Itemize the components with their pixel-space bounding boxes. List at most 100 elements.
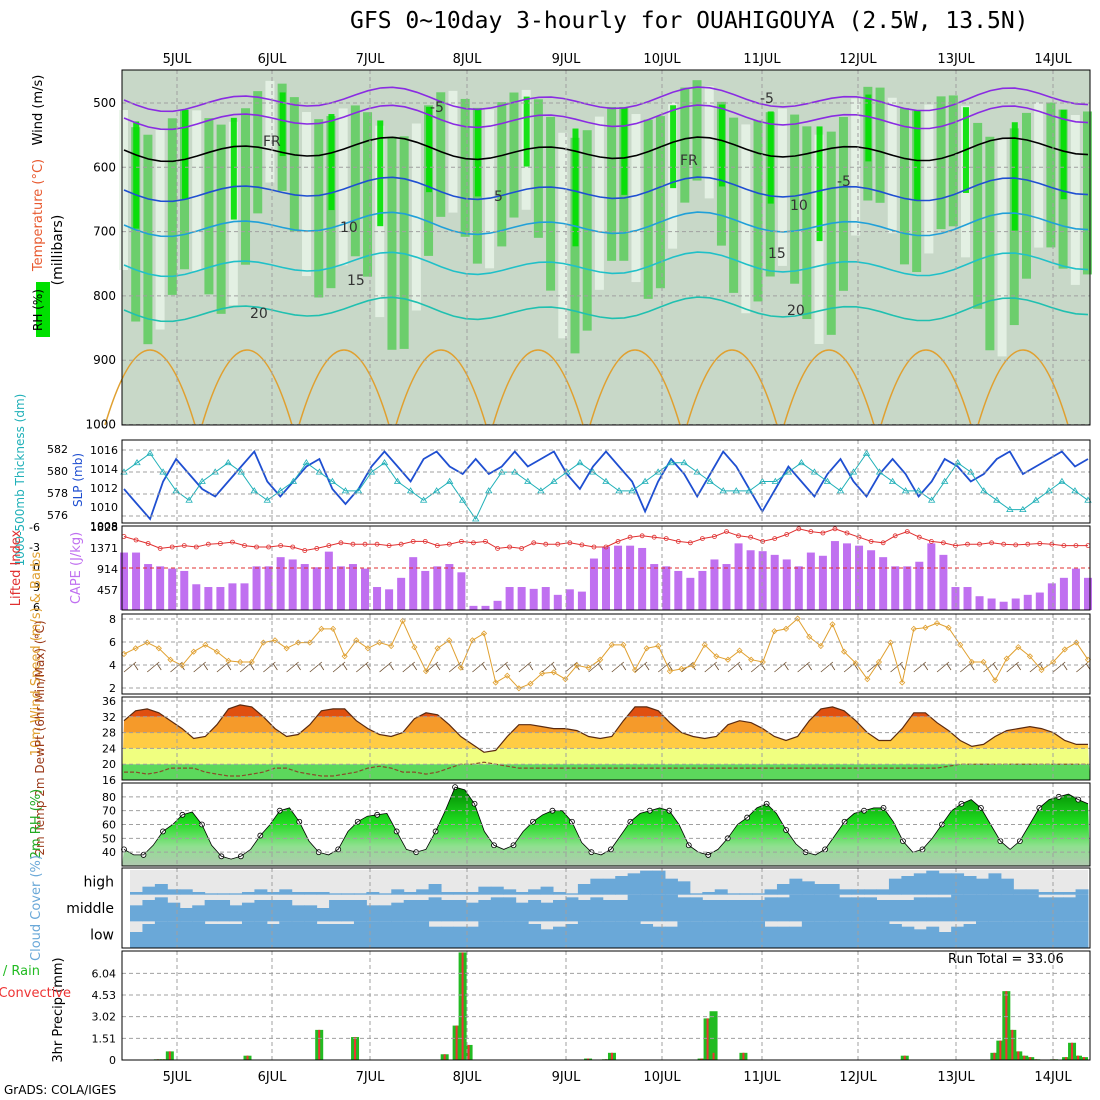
temp-tick: 20 — [102, 758, 116, 771]
precip-total-legend: Total / Rain — [0, 964, 40, 979]
wind-point — [585, 664, 592, 671]
date-label-bottom: 11JUL — [743, 1070, 781, 1085]
thickness-point — [576, 458, 584, 466]
rh-band-high — [523, 96, 530, 167]
cloud-bar-low — [1063, 921, 1077, 948]
date-label-bottom: 13JUL — [937, 1070, 975, 1085]
cloud-bar-low — [565, 924, 579, 948]
li-point — [904, 529, 910, 534]
wind-point — [480, 630, 488, 637]
cape-bar — [939, 554, 948, 610]
bl-arc — [201, 349, 293, 426]
rh-band — [802, 126, 812, 320]
wind-tick: 6 — [109, 636, 116, 649]
contour-label: FR — [680, 153, 698, 169]
rh-band-high — [1060, 109, 1067, 200]
cape-tick: 1828 — [90, 521, 118, 534]
thickness-point — [862, 449, 871, 456]
li-point — [784, 532, 790, 537]
cape-bar — [324, 551, 333, 610]
cloud-bar-middle — [839, 897, 853, 922]
rh-band — [582, 130, 592, 331]
wind-barb — [356, 661, 371, 673]
cloud-bar-low — [1050, 921, 1064, 948]
rh-tick: 60 — [102, 819, 116, 832]
wind-barb — [704, 661, 720, 673]
wind-point — [550, 669, 557, 676]
li-point — [832, 526, 838, 532]
thickness-point — [485, 487, 493, 494]
precip-conv-bar — [1005, 991, 1008, 1060]
rh-band-high — [572, 128, 579, 247]
wind-point — [655, 642, 662, 650]
cloud-bar-high — [602, 878, 616, 895]
cloud-bar-middle — [727, 900, 741, 922]
cape-bar — [541, 587, 550, 610]
wind-barb — [959, 661, 975, 673]
panel-frame-temp — [121, 696, 1091, 781]
cloud-bar-high — [441, 892, 454, 895]
cape-bar — [421, 570, 430, 610]
rh-band-high — [816, 126, 823, 242]
cloud-bar-high — [1013, 889, 1027, 895]
cloud-bar-high — [229, 893, 243, 895]
cloud-axis-label: Cloud Cover (%) — [29, 855, 44, 961]
cape-tick: 1371 — [90, 542, 118, 555]
cloud-bar-low — [951, 926, 965, 948]
cape-bar — [746, 550, 755, 610]
precip-conv-bar — [246, 1055, 249, 1060]
cloud-bar-low — [864, 921, 877, 948]
cloud-bar-high — [465, 892, 479, 895]
wind-point — [271, 637, 279, 644]
pressure-axis-label: (millibars) — [50, 215, 66, 286]
cloud-bar-low — [976, 921, 989, 948]
contour-label: 15 — [768, 246, 786, 262]
cloud-bar-middle — [652, 894, 666, 922]
slp-tick: 1012 — [90, 482, 118, 495]
precip-conv-bar — [1023, 1055, 1026, 1060]
temp-band — [122, 748, 1090, 765]
temperature-legend-label: Temperature (°C) — [31, 159, 46, 272]
rh-band — [1070, 114, 1080, 285]
temp-tick: 24 — [102, 742, 116, 755]
li-tick: 0 — [33, 561, 40, 574]
cape-bar — [385, 589, 394, 610]
wind-barb — [495, 661, 510, 673]
cloud-bar-middle — [316, 908, 330, 922]
cape-bar — [300, 564, 309, 610]
cloud-bar-middle — [988, 894, 1002, 922]
wind-barb — [332, 661, 348, 673]
cape-bar — [288, 559, 297, 610]
temp-tick: 28 — [102, 727, 116, 740]
cape-bar — [589, 558, 598, 610]
thickness-point — [393, 477, 402, 484]
wind-barb — [518, 661, 534, 673]
rh-band — [350, 105, 360, 257]
rh-band — [497, 102, 507, 247]
cape-bar — [1084, 577, 1092, 610]
cloud-bar-middle — [664, 894, 678, 922]
cape-bar — [951, 587, 960, 610]
cloud-bar-low — [938, 932, 952, 948]
cloud-bar-low — [702, 921, 716, 948]
cape-bar — [493, 600, 502, 610]
li-tick: 3 — [33, 581, 40, 594]
cloud-bar-high — [888, 878, 902, 895]
panel-frame-cloud — [121, 867, 1091, 949]
cape-bar — [758, 551, 767, 610]
cloud-bar-low — [1013, 921, 1027, 948]
thickness-point — [680, 458, 688, 466]
cloud-bar-middle — [353, 900, 367, 922]
cloud-bar-low — [416, 921, 430, 948]
panel-frame-rh — [121, 782, 1091, 867]
cape-bar — [867, 550, 876, 610]
cloud-bar-low — [366, 921, 380, 948]
cloud-bar-high — [615, 876, 629, 895]
cloud-bar-high — [478, 886, 492, 895]
cloud-bar-high — [664, 878, 678, 895]
wind-barb — [820, 661, 836, 673]
date-label-bottom: 6JUL — [258, 1070, 288, 1085]
cloud-bar-high — [179, 889, 193, 895]
wind-point — [1015, 644, 1022, 651]
cloud-bar-middle — [689, 897, 703, 922]
